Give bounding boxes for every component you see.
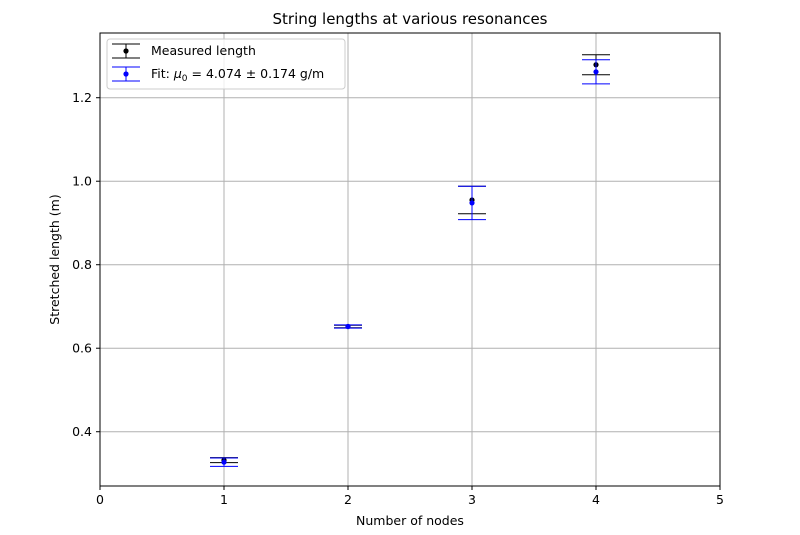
x-tick-label: 3 [468,492,476,507]
legend-fit-subscript: 0 [182,74,188,84]
data-point [469,200,475,206]
x-tick-label: 5 [716,492,724,507]
plot-area-background [100,33,720,486]
y-tick-label: 0.8 [72,257,92,272]
legend-fit-mu: μ [173,66,182,81]
y-axis-label: Stretched length (m) [47,194,62,324]
legend-fit-suffix: = 4.074 ± 0.174 g/m [188,66,325,81]
y-tick-label: 1.0 [72,174,92,189]
ticks: 0 1 2 3 4 5 0.4 0.6 0.8 1.0 1.2 [72,90,724,507]
grid [99,33,721,486]
x-axis-label: Number of nodes [356,513,464,528]
legend-dot [123,71,129,77]
legend-label-measured: Measured length [151,43,256,58]
legend-fit-prefix: Fit: [151,66,174,81]
legend-marker-fit [112,66,140,82]
plot-frame [99,32,721,487]
chart-title: String lengths at various resonances [273,10,548,28]
x-tick-label: 2 [344,492,352,507]
legend: Measured length Fit: μ0 = 4.074 ± 0.174 … [106,38,346,90]
y-tick-label: 1.2 [72,90,92,105]
legend-dot [123,48,129,54]
data-point [345,323,351,330]
legend-marker-measured [112,43,140,59]
y-tick-label: 0.4 [72,424,92,439]
y-tick-label: 0.6 [72,341,92,356]
data-layer [210,54,610,467]
series-fit [210,59,610,467]
data-point [593,69,599,75]
x-tick-label: 1 [220,492,228,507]
x-tick-label: 4 [592,492,600,507]
legend-label-fit: Fit: μ0 = 4.074 ± 0.174 g/m [151,66,324,84]
data-point [221,459,227,465]
legend-box [106,38,346,90]
x-tick-label: 0 [96,492,104,507]
